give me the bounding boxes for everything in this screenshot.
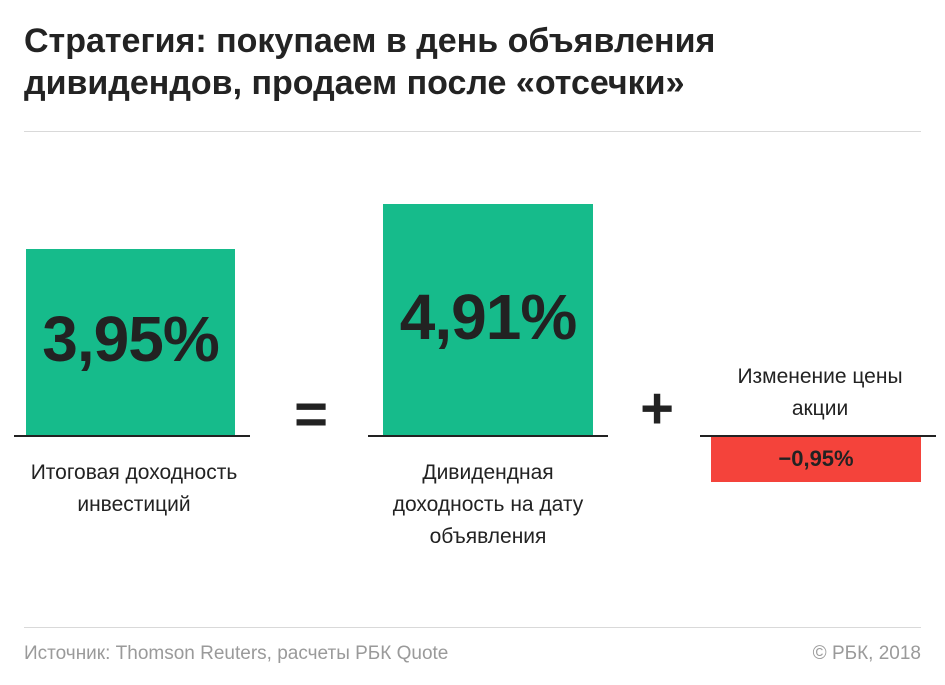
baseline-price-change	[700, 435, 936, 437]
value-label-price-change: −0,95%	[778, 446, 854, 472]
value-label-dividend-yield: 4,91%	[399, 280, 577, 353]
equals-sign: =	[294, 382, 328, 447]
category-label-total-return: Итоговая доходность инвестиций	[30, 461, 238, 516]
bar-price-change	[711, 437, 921, 482]
chart-title: Стратегия: покупаем в день объявления ди…	[24, 22, 716, 102]
baseline-total-return	[14, 435, 250, 437]
category-label-price-change: Изменение цены акции	[737, 365, 903, 420]
plus-sign: +	[640, 376, 674, 441]
bar-dividend-yield	[383, 204, 593, 435]
baseline-dividend-yield	[368, 435, 608, 437]
footer-divider	[24, 627, 921, 628]
category-label-dividend-yield: Дивидендная доходность на дату объявлени…	[392, 461, 584, 548]
value-label-total-return: 3,95%	[42, 303, 219, 376]
source-note: Источник: Thomson Reuters, расчеты РБК Q…	[24, 643, 449, 664]
copyright: © РБК, 2018	[812, 643, 921, 664]
bar-total-return	[26, 249, 235, 435]
title-divider	[24, 131, 921, 132]
